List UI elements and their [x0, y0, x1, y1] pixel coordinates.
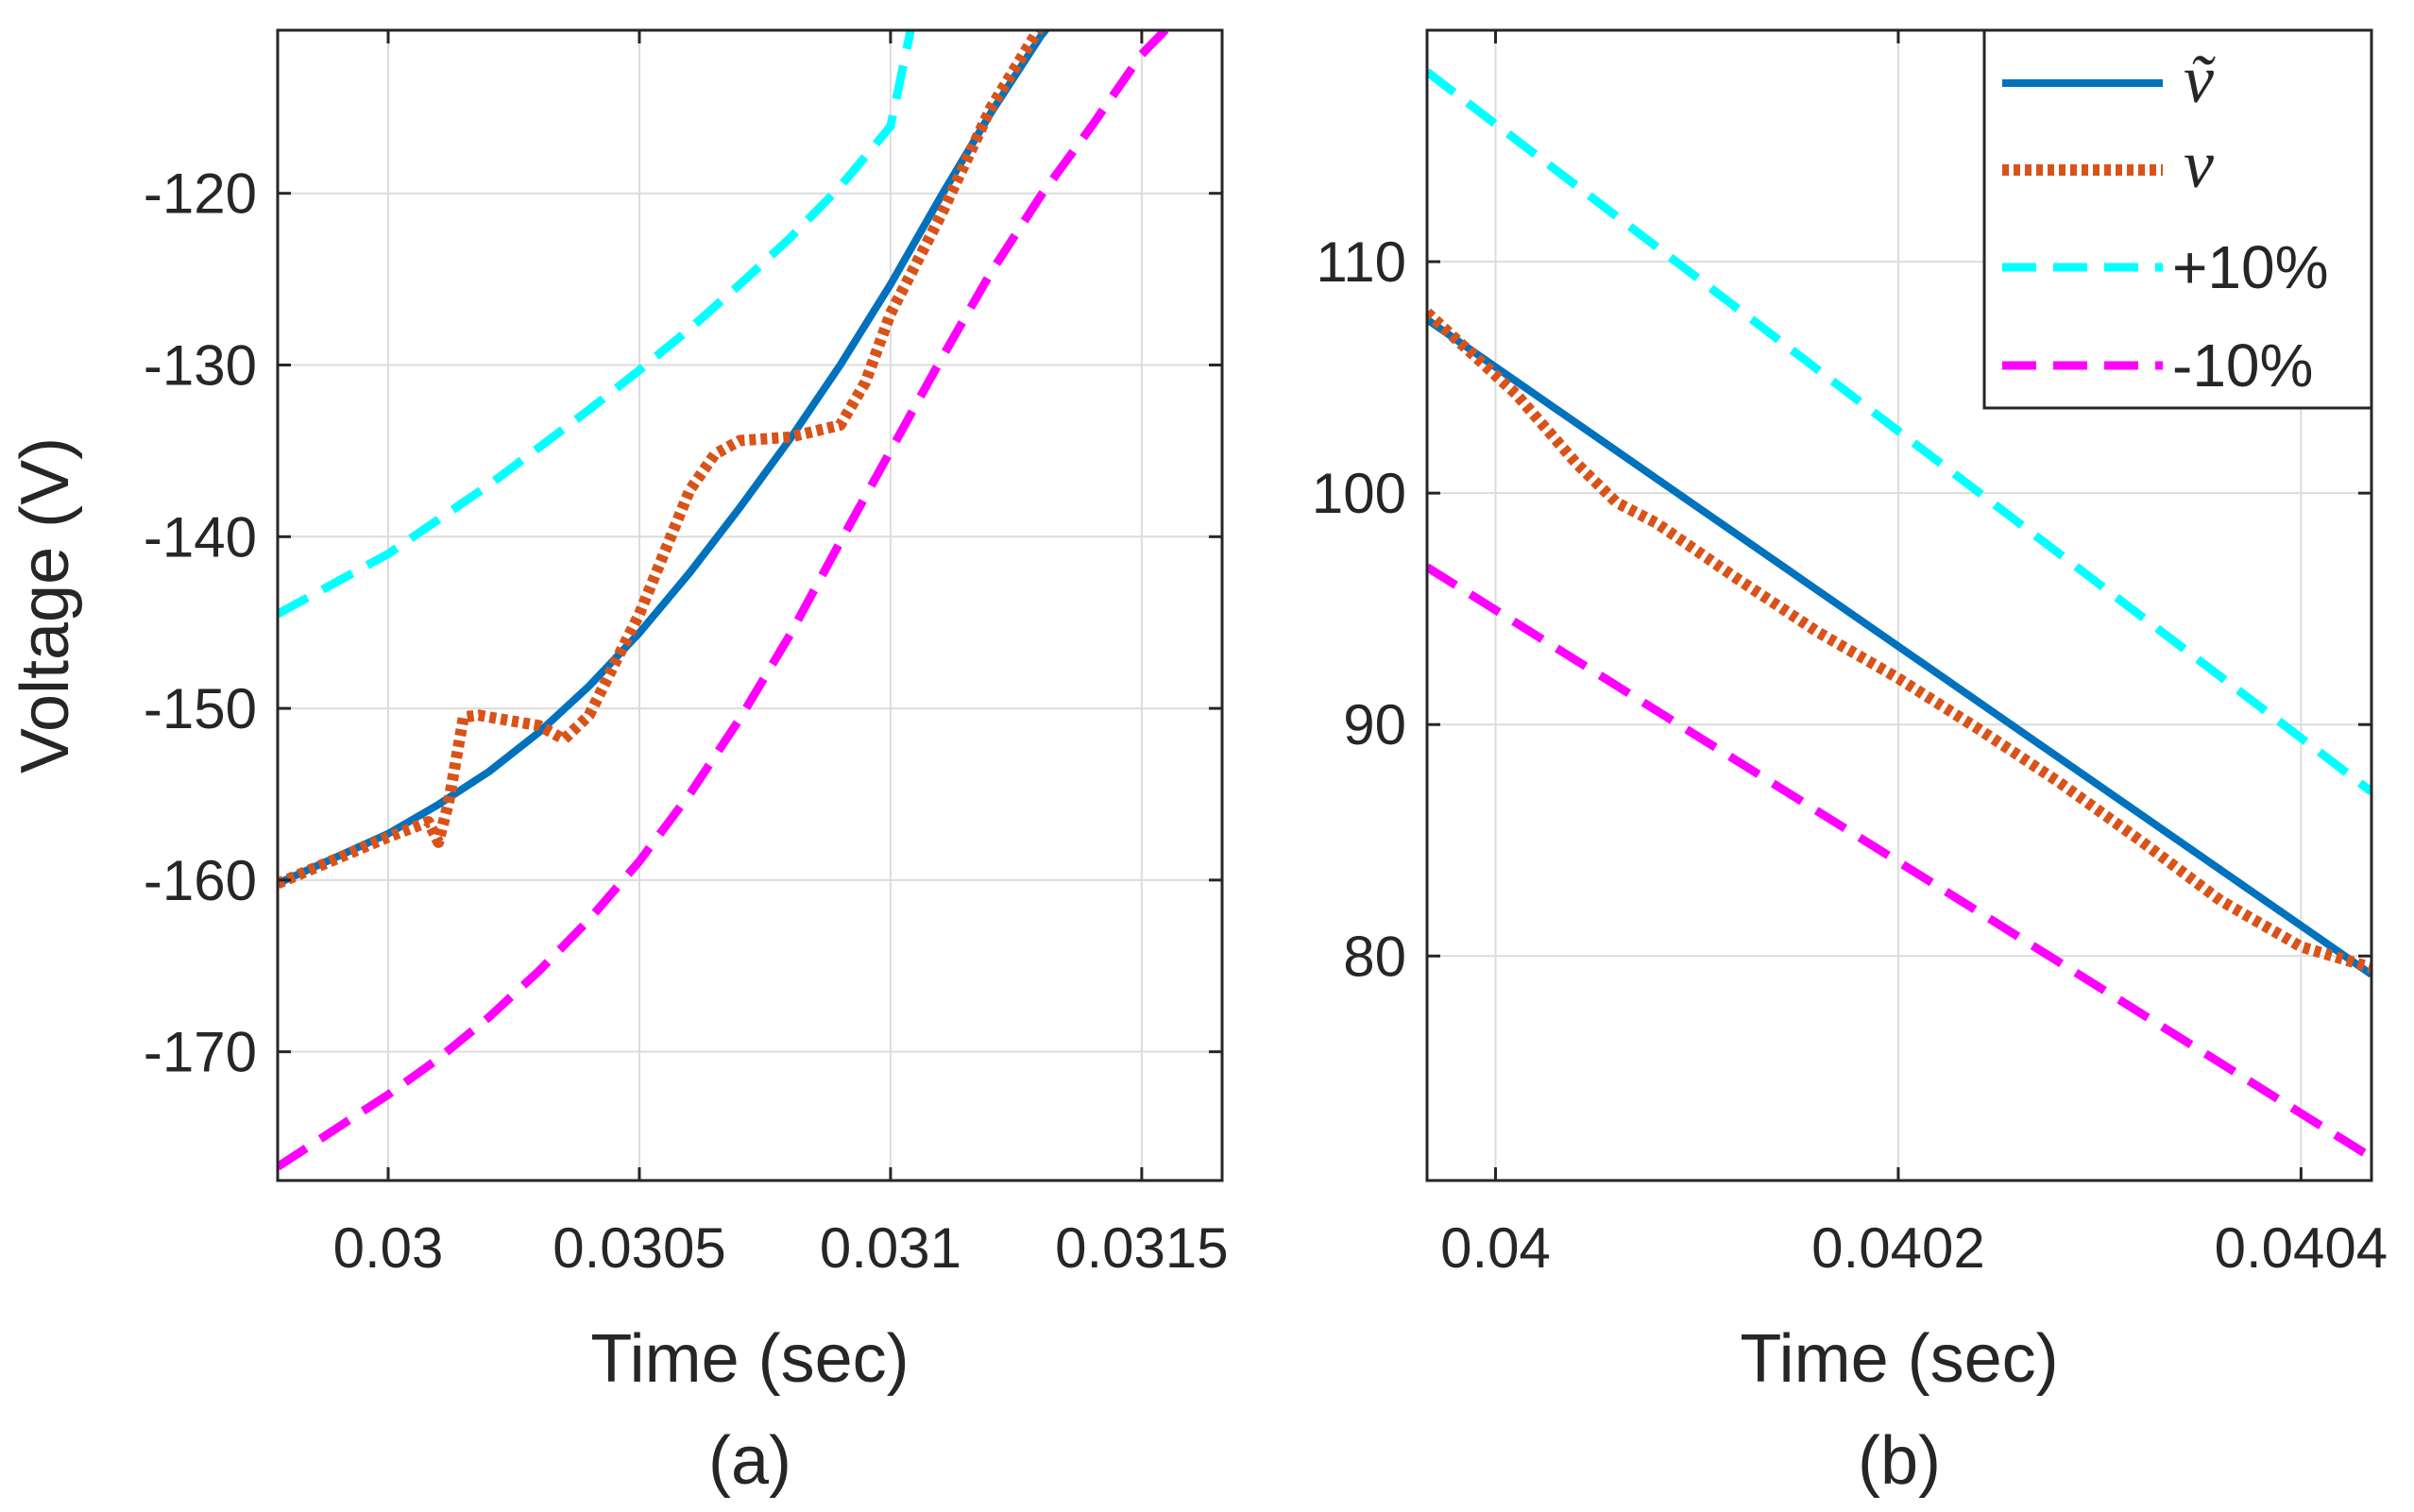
series-line-minus10pct-a [278, 30, 1171, 1171]
y-tick-label-a: -130 [144, 333, 257, 397]
legend-label-minus10: -10% [2172, 331, 2313, 399]
x-tick-label-a: 0.0305 [552, 1216, 726, 1280]
x-tick-label-b: 0.04 [1440, 1216, 1551, 1280]
axes-frame-a [276, 28, 1224, 1182]
ticks-b: 0.04 0.0402 0.0404 80 90 100 110 [1312, 30, 2388, 1280]
ticks-a: 0.03 0.0305 0.031 0.0315 -170 -160 -150 -140 -13… [144, 30, 1229, 1280]
x-tick-label-a: 0.0315 [1055, 1216, 1229, 1280]
y-tick-label-a: -120 [144, 162, 257, 226]
x-tick-label-b: 0.0404 [2215, 1216, 2388, 1280]
y-tick-label-b: 90 [1343, 693, 1406, 756]
x-axis-label-b: Time (sec) [1740, 1321, 2058, 1397]
legend-label-v-tilde: ṽ [2184, 42, 2216, 117]
series-line-v-a [278, 30, 1046, 890]
panel-b: 0.04 0.0402 0.0404 80 90 100 110 Time (sec) (b… [1312, 28, 2388, 1499]
y-tick-label-a: -140 [144, 505, 257, 569]
x-tick-label-b: 0.0402 [1811, 1216, 1985, 1280]
legend-label-plus10: +10% [2172, 233, 2328, 301]
y-tick-label-b: 110 [1316, 230, 1406, 294]
series-line-minus10pct-b [1427, 563, 2372, 1162]
legend: ṽ v +10% -10% [1982, 28, 2373, 410]
panel-label-a: (a) [708, 1423, 791, 1499]
panel-a: 0.03 0.0305 0.031 0.0315 -170 -160 -150 -140 -13… [8, 28, 1229, 1499]
series-b [1427, 68, 2372, 1162]
y-tick-label-a: -150 [144, 677, 257, 740]
y-tick-label-b: 100 [1312, 462, 1406, 525]
x-tick-label-a: 0.031 [820, 1216, 961, 1280]
y-axis-label-a: Voltage (V) [8, 437, 83, 773]
series-line-plus10pct-b [1427, 68, 2372, 795]
panel-label-b: (b) [1858, 1423, 1941, 1499]
grid-a [278, 30, 1222, 1181]
legend-box [1982, 28, 2373, 410]
x-axis-label-a: Time (sec) [590, 1321, 909, 1397]
x-tick-label-a: 0.03 [333, 1216, 444, 1280]
series-line-v_tilde-b [1427, 316, 2372, 978]
y-tick-label-b: 80 [1343, 925, 1406, 988]
y-tick-label-a: -170 [144, 1021, 257, 1084]
legend-label-v: v [2184, 127, 2214, 202]
series-line-v-b [1427, 308, 2372, 974]
series-a [278, 30, 1171, 1171]
y-tick-label-a: -160 [144, 849, 257, 912]
series-line-plus10pct-a [278, 30, 915, 619]
series-line-v_tilde-a [278, 30, 1051, 888]
svg-text:ṽ: ṽ [2184, 42, 2216, 117]
